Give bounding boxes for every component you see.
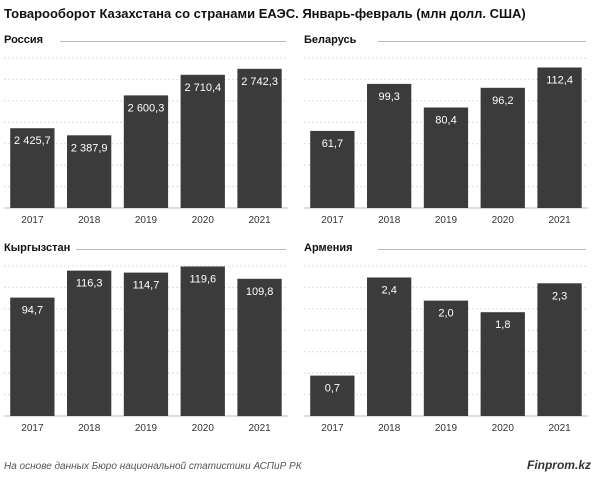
panel-armenia: Армения 0,7 2017 2,4 2018 2,0 2019 1,8 2020 2,3 2… bbox=[300, 238, 590, 438]
source-note: На основе данных Бюро национальной стати… bbox=[4, 461, 302, 472]
data-label: 109,8 bbox=[246, 286, 274, 298]
bar bbox=[310, 375, 355, 416]
data-label: 99,3 bbox=[378, 91, 399, 103]
panel-russia: Россия 2 425,7 2017 2 387,9 2018 2 600,3 2019… bbox=[0, 30, 290, 230]
x-tick-label: 2019 bbox=[135, 423, 158, 434]
bar bbox=[480, 87, 525, 209]
x-tick-label: 2020 bbox=[492, 423, 515, 434]
x-tick-label: 2018 bbox=[78, 215, 101, 226]
data-label: 94,7 bbox=[22, 305, 43, 317]
data-label: 112,4 bbox=[546, 75, 573, 87]
bar bbox=[10, 297, 55, 416]
x-tick-label: 2021 bbox=[548, 423, 571, 434]
x-tick-label: 2021 bbox=[248, 423, 271, 434]
x-tick-label: 2021 bbox=[248, 215, 271, 226]
x-tick-label: 2020 bbox=[192, 423, 215, 434]
chart-svg: 61,7 2017 99,3 2018 80,4 2019 96,2 2020 112,4 202… bbox=[304, 57, 588, 226]
x-tick-label: 2019 bbox=[135, 215, 158, 226]
panel-title: Россия bbox=[4, 34, 50, 46]
bar bbox=[123, 95, 169, 208]
bar bbox=[10, 128, 55, 208]
bar bbox=[537, 283, 582, 416]
data-label: 0,7 bbox=[325, 383, 340, 395]
chart-svg: 0,7 2017 2,4 2018 2,0 2019 1,8 2020 2,3 2021 bbox=[304, 265, 588, 434]
data-label: 2 425,7 bbox=[14, 135, 51, 147]
x-tick-label: 2020 bbox=[492, 215, 515, 226]
data-label: 116,3 bbox=[76, 278, 103, 290]
bar bbox=[423, 300, 469, 416]
bar bbox=[123, 272, 169, 416]
panel-rule bbox=[60, 41, 286, 42]
chart-svg: 94,7 2017 116,3 2018 114,7 2019 119,6 2020 109,8… bbox=[4, 265, 288, 434]
x-tick-label: 2017 bbox=[321, 423, 344, 434]
x-tick-label: 2021 bbox=[548, 215, 571, 226]
x-tick-label: 2019 bbox=[435, 215, 458, 226]
data-label: 2 742,3 bbox=[241, 76, 278, 88]
bar bbox=[423, 107, 469, 208]
panel-rule bbox=[378, 249, 586, 250]
data-label: 1,8 bbox=[495, 319, 510, 331]
panel-rule bbox=[60, 249, 286, 250]
bar bbox=[180, 74, 225, 208]
x-tick-label: 2017 bbox=[21, 215, 44, 226]
data-label: 2,3 bbox=[552, 290, 567, 302]
bar bbox=[180, 266, 225, 416]
x-tick-label: 2018 bbox=[378, 215, 401, 226]
bar bbox=[310, 130, 355, 208]
data-label: 2 387,9 bbox=[71, 142, 108, 154]
bar bbox=[367, 83, 412, 208]
data-label: 2,0 bbox=[438, 308, 453, 320]
panel-rule bbox=[378, 41, 586, 42]
data-label: 2 600,3 bbox=[128, 102, 165, 114]
panel-kyrgyzstan: Кыргызстан 94,7 2017 116,3 2018 114,7 2019 119… bbox=[0, 238, 290, 438]
bar bbox=[67, 135, 112, 208]
panel-title: Армения bbox=[304, 242, 359, 254]
x-tick-label: 2017 bbox=[321, 215, 344, 226]
bar bbox=[237, 68, 282, 208]
data-label: 96,2 bbox=[492, 95, 513, 107]
x-tick-label: 2019 bbox=[435, 423, 458, 434]
x-tick-label: 2018 bbox=[78, 423, 101, 434]
data-label: 61,7 bbox=[322, 138, 343, 150]
bar bbox=[480, 312, 525, 416]
data-label: 114,7 bbox=[133, 280, 160, 292]
panel-title: Беларусь bbox=[304, 34, 363, 46]
bar bbox=[237, 278, 282, 417]
x-tick-label: 2020 bbox=[192, 215, 215, 226]
data-label: 80,4 bbox=[435, 115, 456, 127]
data-label: 119,6 bbox=[189, 274, 216, 286]
bar bbox=[537, 67, 582, 208]
bar bbox=[67, 270, 112, 416]
panel-title: Кыргызстан bbox=[4, 242, 77, 254]
chart-svg: 2 425,7 2017 2 387,9 2018 2 600,3 2019 2 710,4… bbox=[4, 57, 288, 226]
bar bbox=[367, 277, 412, 416]
data-label: 2 710,4 bbox=[184, 82, 221, 94]
x-tick-label: 2017 bbox=[21, 423, 44, 434]
brand-logo-text: Finprom.kz bbox=[526, 458, 591, 472]
panel-belarus: Беларусь 61,7 2017 99,3 2018 80,4 2019 96,2 202… bbox=[300, 30, 590, 230]
x-tick-label: 2018 bbox=[378, 423, 401, 434]
chart-title: Товарооборот Казахстана со странами ЕАЭС… bbox=[4, 6, 526, 21]
data-label: 2,4 bbox=[382, 285, 397, 297]
